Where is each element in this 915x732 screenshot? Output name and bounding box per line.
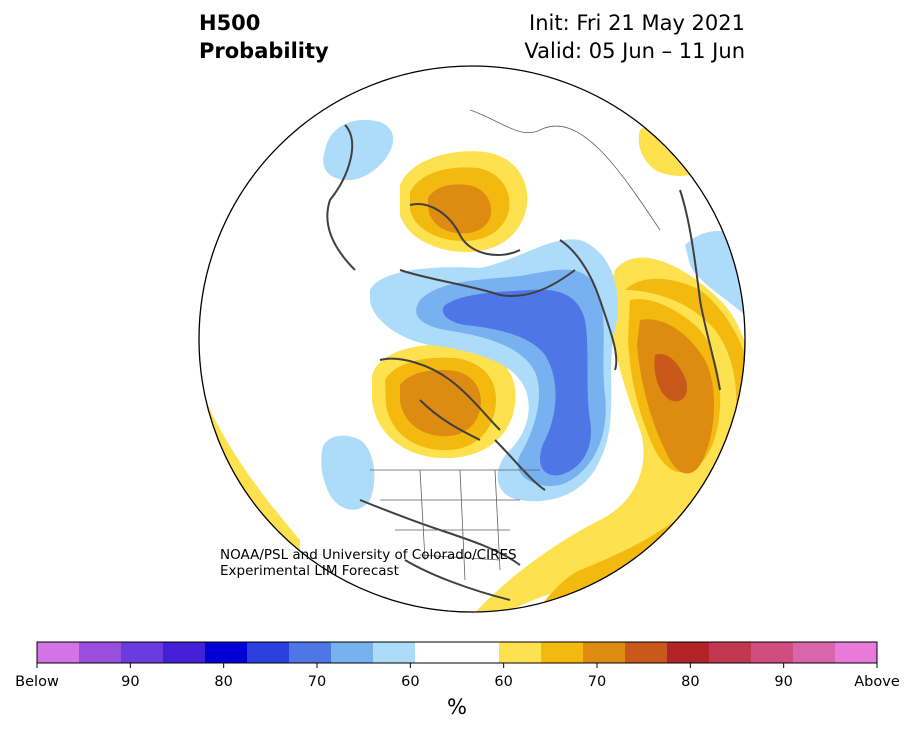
colorbar-swatch <box>835 642 878 663</box>
colorbar-unit: % <box>447 695 467 719</box>
credit-line-1: NOAA/PSL and University of Colorado/CIRE… <box>220 547 517 563</box>
colorbar-frame <box>36 641 878 664</box>
colorbar-swatch <box>541 642 584 663</box>
colorbar-swatch <box>793 642 836 663</box>
colorbar-tick-label: 90 <box>121 674 140 690</box>
title-variable: H500 <box>199 11 261 35</box>
colorbar-swatch <box>79 642 122 663</box>
colorbar-tick-label: 80 <box>681 674 700 690</box>
anomaly-below-arctic <box>416 269 606 486</box>
map-title: H500 Probability <box>199 9 329 65</box>
colorbar-swatch <box>163 642 206 663</box>
colorbar-tick-label: 80 <box>214 674 233 690</box>
init-date: Init: Fri 21 May 2021 <box>529 11 745 35</box>
map-boundary <box>198 65 746 613</box>
colorbar-swatch <box>499 642 542 663</box>
polar-map <box>198 65 746 613</box>
borders <box>370 109 661 581</box>
colorbar-tick-label: 70 <box>587 674 607 690</box>
colorbar-swatch <box>457 642 500 663</box>
colorbar-tick-label: 70 <box>307 674 327 690</box>
forecast-dates: Init: Fri 21 May 2021 Valid: 05 Jun – 11… <box>524 9 745 65</box>
anomaly-below-60-pacific <box>321 435 375 510</box>
colorbar-swatch <box>331 642 374 663</box>
colorbar <box>36 641 878 668</box>
anomaly-above-canada <box>372 344 516 459</box>
colorbar-swatch <box>583 642 626 663</box>
colorbar-swatch <box>709 642 752 663</box>
colorbar-swatch <box>289 642 332 663</box>
credit-line-2: Experimental LIM Forecast <box>220 563 399 579</box>
colorbar-swatch <box>751 642 794 663</box>
colorbar-swatch <box>205 642 248 663</box>
colorbar-tick-label: Above <box>854 674 900 690</box>
valid-range: Valid: 05 Jun – 11 Jun <box>524 39 745 63</box>
colorbar-tick-label: Below <box>15 674 59 690</box>
colorbar-swatch <box>415 642 458 663</box>
colorbar-swatch <box>37 642 80 663</box>
colorbar-tick-label: 60 <box>494 674 513 690</box>
colorbar-tick-label: 60 <box>401 674 420 690</box>
colorbar-swatch <box>121 642 164 663</box>
colorbar-swatch <box>667 642 710 663</box>
anomaly-below-60-north-atlantic <box>323 119 394 181</box>
colorbar-swatch <box>625 642 668 663</box>
colorbar-tick-label: 90 <box>774 674 793 690</box>
coastlines <box>326 124 721 601</box>
anomaly-above-europe <box>400 151 528 253</box>
credit-text: NOAA/PSL and University of Colorado/CIRE… <box>220 547 517 579</box>
title-quantity: Probability <box>199 39 329 63</box>
colorbar-swatch <box>373 642 416 663</box>
colorbar-swatch <box>247 642 290 663</box>
